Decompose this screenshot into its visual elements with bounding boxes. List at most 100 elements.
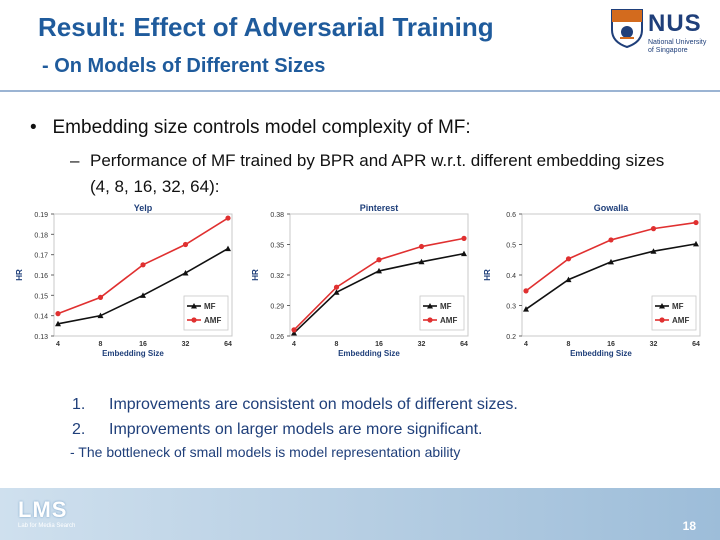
legend-label-mf: MF xyxy=(440,302,452,311)
x-axis-label: Embedding Size xyxy=(338,349,400,358)
point-amf xyxy=(182,241,189,248)
x-tick-label: 64 xyxy=(692,341,700,348)
x-axis-label: Embedding Size xyxy=(570,349,632,358)
y-tick-label: 0.15 xyxy=(34,293,48,300)
point-mf xyxy=(55,320,61,327)
x-tick-label: 8 xyxy=(567,341,571,348)
y-tick-label: 0.13 xyxy=(34,334,48,341)
point-mf xyxy=(650,248,657,254)
point-mf xyxy=(565,276,572,283)
legend-marker-mf xyxy=(427,303,433,309)
x-tick-label: 4 xyxy=(56,341,60,348)
y-tick-label: 0.4 xyxy=(506,273,516,280)
charts-area: Yelp 0.13 0.14 0.15 0.16 0.17 0.18 0.19 4 8 16 32 64… xyxy=(10,200,710,372)
legend-box xyxy=(651,295,697,331)
slide-subtitle: - On Models of Different Sizes xyxy=(42,55,326,77)
point-mf xyxy=(291,329,297,336)
point-mf xyxy=(693,240,699,247)
y-tick-label: 0.2 xyxy=(506,334,516,341)
legend-box xyxy=(419,295,465,331)
point-amf xyxy=(608,237,614,243)
point-mf xyxy=(376,267,382,274)
y-tick-label: 0.18 xyxy=(34,232,48,239)
y-tick-label: 0.16 xyxy=(34,273,48,280)
y-tick-label: 0.5 xyxy=(506,243,516,250)
y-tick-label: 0.17 xyxy=(34,253,48,260)
chart-title: Pinterest xyxy=(360,203,399,213)
footer-band xyxy=(0,488,720,540)
lms-logo-tagline: Lab for Media Search xyxy=(18,523,76,529)
y-axis-label: HR xyxy=(15,269,24,281)
point-mf xyxy=(140,292,146,298)
point-amf xyxy=(140,262,146,268)
finding-2-number: 2. xyxy=(72,421,86,438)
x-tick-label: 8 xyxy=(99,341,103,348)
y-tick-label: 0.26 xyxy=(270,334,284,341)
nus-logo-line2: of Singapore xyxy=(648,47,688,54)
point-amf xyxy=(376,257,382,263)
finding-1-number: 1. xyxy=(72,396,86,413)
yelp-chart: Yelp 0.13 0.14 0.15 0.16 0.17 0.18 0.19 4 8 16 32 64… xyxy=(15,203,233,358)
point-amf xyxy=(333,284,340,290)
gowalla-chart: Gowalla 0.2 0.3 0.4 0.5 0.6 4 8 16 32 64 Embedding … xyxy=(483,203,701,358)
y-tick-label: 0.29 xyxy=(270,304,284,311)
nus-logo-text: NUS xyxy=(648,10,702,37)
finding-2: 2. Improvements on larger models are more… xyxy=(72,421,483,439)
y-axis-label: HR xyxy=(251,269,260,281)
x-tick-label: 32 xyxy=(650,341,658,348)
legend-marker-mf xyxy=(191,303,197,309)
x-tick-label: 16 xyxy=(139,341,147,348)
chart-title: Yelp xyxy=(134,203,153,213)
pinterest-chart: Pinterest 0.26 0.29 0.32 0.35 0.38 4 8 16 32 64 Emb… xyxy=(251,203,469,358)
sub-bullet-text: Performance of MF trained by BPR and APR… xyxy=(90,151,665,196)
point-amf xyxy=(97,294,104,300)
point-amf xyxy=(523,288,529,294)
slide-title: Result: Effect of Adversarial Training xyxy=(38,12,494,42)
x-tick-label: 32 xyxy=(418,341,426,348)
point-mf xyxy=(225,245,231,252)
point-mf xyxy=(523,306,529,312)
legend-label-amf: AMF xyxy=(672,316,689,325)
bottleneck-note: - The bottleneck of small models is mode… xyxy=(70,444,461,460)
point-amf xyxy=(291,327,297,333)
legend-marker-amf xyxy=(659,317,665,323)
point-mf xyxy=(97,312,104,319)
chart-title: Gowalla xyxy=(594,203,630,213)
lms-logo-text: LMS xyxy=(18,497,68,522)
finding-2-text: Improvements on larger models are more s… xyxy=(109,421,483,438)
x-tick-label: 4 xyxy=(292,341,296,348)
point-amf xyxy=(418,243,425,250)
nus-logo: NUS National University of Singapore xyxy=(610,8,714,54)
point-amf xyxy=(565,256,572,262)
y-tick-label: 0.19 xyxy=(34,212,48,219)
y-tick-label: 0.32 xyxy=(270,273,284,280)
main-bullet: • Embedding size controls model complexi… xyxy=(30,117,471,139)
point-mf xyxy=(418,258,425,265)
x-axis-label: Embedding Size xyxy=(102,349,164,358)
findings-box: 1. Improvements are consistent on models … xyxy=(66,392,594,468)
y-tick-label: 0.3 xyxy=(506,304,516,311)
point-mf xyxy=(333,289,340,295)
nus-crest-icon xyxy=(611,9,643,48)
y-tick-label: 0.38 xyxy=(270,212,284,219)
legend-box xyxy=(183,295,229,331)
legend-label-mf: MF xyxy=(204,302,216,311)
x-tick-label: 4 xyxy=(524,341,528,348)
sub-bullet: – Performance of MF trained by BPR and A… xyxy=(70,148,670,200)
y-tick-label: 0.6 xyxy=(506,212,516,219)
point-amf xyxy=(55,311,61,317)
legend-label-amf: AMF xyxy=(204,316,221,325)
legend-label-mf: MF xyxy=(672,302,684,311)
x-tick-label: 16 xyxy=(607,341,615,348)
lms-logo: LMS Lab for Media Search xyxy=(18,497,98,533)
page-number: 18 xyxy=(682,519,696,533)
point-amf xyxy=(461,235,467,241)
title-divider xyxy=(0,90,720,92)
x-tick-label: 32 xyxy=(182,341,190,348)
nus-logo-line1: National University xyxy=(648,39,707,46)
x-tick-label: 8 xyxy=(335,341,339,348)
finding-1-text: Improvements are consistent on models of… xyxy=(109,396,518,413)
x-tick-label: 64 xyxy=(460,341,468,348)
finding-1: 1. Improvements are consistent on models … xyxy=(72,396,518,414)
main-bullet-text: Embedding size controls model complexity… xyxy=(52,117,471,138)
